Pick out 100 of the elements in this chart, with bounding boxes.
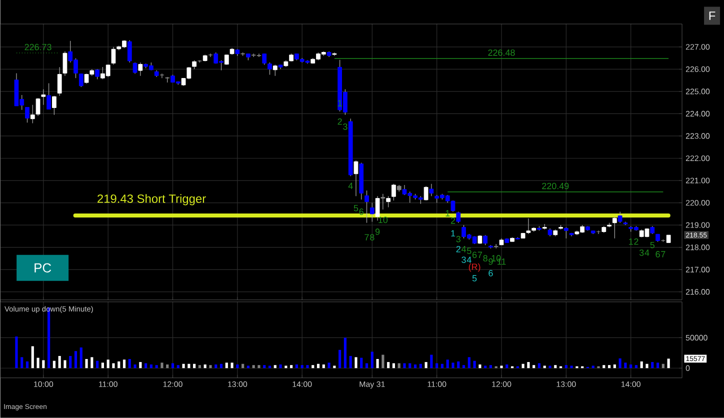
candlestick — [52, 96, 56, 116]
bar — [268, 366, 272, 368]
bar — [279, 364, 282, 368]
bar — [570, 366, 573, 368]
bar — [31, 346, 34, 368]
candlestick — [62, 51, 68, 76]
bar — [58, 356, 61, 368]
candlestick — [78, 73, 84, 88]
bar — [155, 365, 158, 368]
bar — [489, 365, 492, 368]
bar — [106, 360, 110, 368]
bar — [543, 366, 546, 368]
bar — [651, 362, 654, 368]
bar — [128, 359, 131, 368]
bar — [171, 363, 174, 368]
bar — [26, 362, 29, 368]
bar — [338, 350, 342, 368]
candlestick — [208, 53, 213, 58]
bar — [36, 358, 40, 368]
bar — [295, 364, 298, 368]
annotation: 1 — [338, 100, 342, 106]
candlestick — [272, 64, 278, 76]
bar — [225, 362, 228, 368]
ref-line-label: 219.43 Short Trigger — [98, 194, 206, 206]
bar — [333, 366, 336, 368]
bar — [15, 336, 18, 368]
bar — [646, 364, 648, 368]
candlestick — [564, 227, 568, 239]
annotation: 6 — [472, 252, 477, 258]
bar — [640, 362, 643, 368]
bar — [90, 357, 94, 368]
annotation: 4 — [348, 182, 353, 190]
series-label: 220.49 — [542, 182, 569, 190]
bar — [112, 363, 115, 368]
annotation: 1 — [629, 238, 633, 245]
annotation: 2 — [634, 238, 638, 245]
annotation: 4 — [461, 246, 466, 252]
bar — [20, 357, 24, 368]
bar — [328, 362, 330, 368]
bar — [440, 364, 444, 368]
bar — [220, 364, 223, 368]
bar — [365, 363, 368, 368]
candlestick — [424, 186, 428, 201]
annotation: (R) — [468, 263, 480, 272]
candlestick — [364, 190, 369, 224]
bar — [376, 359, 379, 368]
candlestick — [57, 66, 62, 96]
candlestick — [392, 184, 396, 201]
bar — [370, 352, 374, 368]
candlestick — [138, 62, 143, 76]
candlestick — [132, 62, 138, 74]
bar — [392, 363, 396, 368]
bar — [306, 365, 309, 368]
annotation: PC — [34, 263, 52, 273]
bar — [522, 364, 524, 368]
bar — [252, 365, 255, 368]
bar — [122, 360, 126, 368]
bar — [176, 365, 180, 368]
bar — [360, 358, 363, 368]
bar — [608, 365, 611, 368]
candlestick — [354, 160, 358, 196]
bar — [564, 365, 568, 368]
text: F — [709, 12, 716, 20]
candlestick — [46, 82, 51, 110]
annotation: 1 — [446, 210, 450, 216]
bar — [473, 360, 476, 368]
annotation: 6 — [359, 208, 364, 215]
candlestick — [386, 196, 391, 208]
annotation: 3 — [343, 124, 348, 130]
candlestick — [268, 62, 272, 76]
annotation: 8 — [370, 234, 374, 241]
bar — [150, 364, 152, 368]
annotation: 7 — [364, 234, 369, 240]
annotation: 7 — [661, 251, 666, 258]
bar — [548, 366, 552, 368]
bar — [316, 364, 320, 368]
annotation: 7 — [478, 252, 482, 258]
bar — [246, 366, 250, 368]
bar — [204, 364, 206, 368]
candlestick — [332, 52, 337, 56]
candlestick — [370, 202, 374, 222]
candlestick — [375, 196, 380, 221]
annotation: 2 — [338, 118, 342, 125]
bar — [284, 366, 288, 368]
candlestick — [483, 234, 488, 246]
candlestick — [262, 53, 267, 66]
bar — [634, 365, 638, 368]
bar — [403, 363, 406, 368]
bar — [209, 365, 212, 368]
series-label: 226.48 — [488, 50, 515, 56]
bar — [446, 360, 449, 368]
candlestick — [95, 68, 100, 80]
bar — [188, 364, 190, 368]
bar — [457, 362, 460, 368]
annotation: 5 — [467, 248, 472, 254]
bar — [478, 364, 482, 368]
bar — [430, 354, 433, 368]
bar — [630, 364, 632, 368]
bar — [290, 365, 293, 368]
bar — [230, 362, 234, 368]
